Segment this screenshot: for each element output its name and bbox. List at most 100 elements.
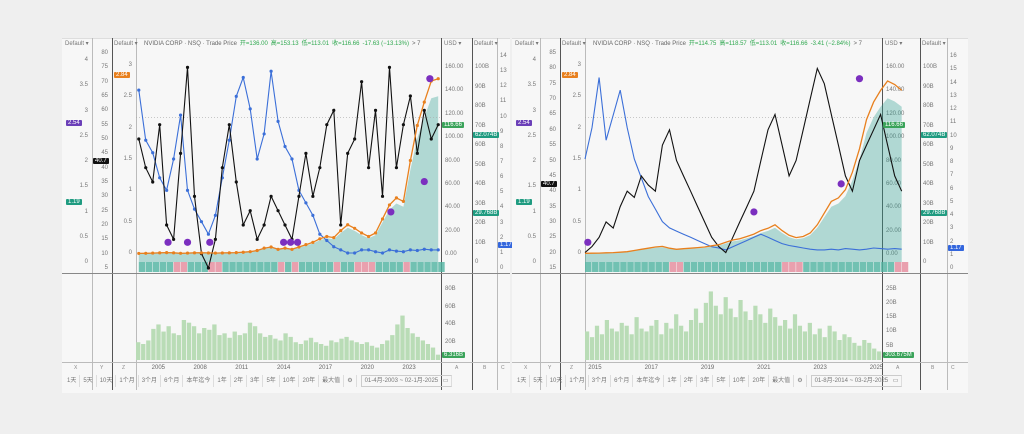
axis-tick-vol: 10B bbox=[475, 239, 486, 246]
axis-tick-ax1: 2 bbox=[532, 158, 536, 164]
range-button[interactable]: 1个月 bbox=[566, 375, 589, 387]
range-button[interactable]: 1天 bbox=[64, 375, 81, 387]
price-badge-ax2: 40.7 bbox=[93, 157, 109, 164]
chart-legend: NVIDIA CORP · NSQ · Trade Price 开=114.75 高… bbox=[593, 41, 876, 48]
range-button[interactable]: 本年迄今 bbox=[633, 375, 665, 387]
legend-more[interactable]: > 7 bbox=[853, 41, 862, 47]
axis-scale-toggle[interactable]: A bbox=[896, 365, 900, 371]
axis-divider bbox=[947, 38, 948, 390]
axis-tick-ax7: 7 bbox=[950, 172, 954, 179]
price-badge-ax3: 2.84 bbox=[562, 72, 578, 79]
axis-scale-toggle[interactable]: B bbox=[931, 365, 935, 371]
range-button[interactable]: 1年 bbox=[214, 375, 231, 387]
axis-scale-toggle[interactable]: Y bbox=[100, 365, 104, 371]
range-button[interactable]: 最大值 bbox=[769, 375, 795, 387]
settings-gear-icon[interactable]: ⚙ bbox=[344, 375, 357, 387]
date-range-picker[interactable]: 01-8月-2014 ~ 03-2月-2025 ▭ bbox=[810, 375, 903, 387]
axis-divider bbox=[882, 38, 883, 390]
axis-tick-usd: 120.00 bbox=[445, 110, 464, 117]
axis-scale-toggle[interactable]: B bbox=[483, 365, 487, 371]
pane-divider[interactable] bbox=[512, 273, 968, 274]
axis-tick-usd: 140.00 bbox=[445, 87, 464, 94]
axis-tick-usd: 40.00 bbox=[445, 204, 461, 211]
range-button[interactable]: 10年 bbox=[730, 375, 750, 387]
range-button[interactable]: 10天 bbox=[97, 375, 117, 387]
range-button[interactable]: 1年 bbox=[664, 375, 681, 387]
range-button[interactable]: 3年 bbox=[697, 375, 714, 387]
axis-tick-ax2: 65 bbox=[549, 111, 556, 118]
range-button[interactable]: 5天 bbox=[530, 375, 547, 387]
axis-scale-toggle[interactable]: C bbox=[501, 365, 505, 371]
axis-tick-ax2: 10 bbox=[101, 250, 108, 257]
axis-scale-toggle[interactable]: A bbox=[455, 365, 459, 371]
axis-tick-ax2: 40 bbox=[549, 188, 556, 195]
range-button[interactable]: 20年 bbox=[299, 375, 320, 387]
range-button[interactable]: 5年 bbox=[713, 375, 730, 387]
range-button[interactable]: 10年 bbox=[280, 375, 300, 387]
axis-tick-vol: 80B bbox=[475, 103, 486, 109]
axis-tick-ax1: 0.5 bbox=[527, 233, 536, 240]
axis-tick-vol: 90B bbox=[475, 83, 486, 90]
axis-tick-usd: 60.00 bbox=[445, 180, 461, 187]
range-button[interactable]: 6个月 bbox=[611, 375, 634, 387]
date-range-picker[interactable]: 01-4月-2003 ~ 02-1月-2025 ▭ bbox=[360, 375, 453, 387]
axis-menu-vol[interactable]: Default ▾ bbox=[922, 41, 946, 47]
axis-menu-usd[interactable]: USD ▾ bbox=[444, 41, 462, 47]
range-button[interactable]: 10天 bbox=[547, 375, 567, 387]
axis-menu-ax3[interactable]: Default ▾ bbox=[114, 41, 138, 47]
range-button[interactable]: 本年迄今 bbox=[183, 375, 215, 387]
axis-menu-ax1[interactable]: Default ▾ bbox=[65, 41, 89, 47]
axis-tick-vol: 80B bbox=[923, 103, 934, 109]
axis-divider bbox=[540, 38, 541, 390]
range-button[interactable]: 最大值 bbox=[319, 375, 345, 387]
legend-close: 收=116.66 bbox=[780, 41, 808, 47]
axis-menu-usd[interactable]: USD ▾ bbox=[885, 41, 903, 47]
axis-scale-toggle[interactable]: C bbox=[951, 365, 955, 371]
x-axis-label: 2005 bbox=[151, 365, 166, 371]
axis-tick-ax2: 25 bbox=[101, 207, 108, 214]
legend-more[interactable]: > 7 bbox=[412, 41, 421, 47]
x-axis-label: 2025 bbox=[869, 365, 884, 371]
axis-scale-toggle[interactable]: X bbox=[524, 365, 528, 371]
axis-tick-volpane: 25B bbox=[886, 285, 897, 292]
axis-tick-ax1: 3 bbox=[532, 107, 536, 114]
axis-tick-ax1: 3.5 bbox=[527, 82, 536, 89]
axis-tick-volpane: 20B bbox=[445, 339, 456, 346]
pane-divider[interactable] bbox=[62, 273, 510, 274]
axis-scale-toggle[interactable]: Z bbox=[570, 365, 574, 371]
range-button[interactable]: 1个月 bbox=[116, 375, 139, 387]
range-button[interactable]: 2年 bbox=[231, 375, 248, 387]
range-button[interactable]: 6个月 bbox=[161, 375, 184, 387]
axis-scale-toggle[interactable]: Z bbox=[122, 365, 126, 371]
axis-tick-vol: 60B bbox=[475, 142, 486, 148]
range-button[interactable]: 3年 bbox=[247, 375, 264, 387]
range-button[interactable]: 20年 bbox=[749, 375, 770, 387]
calendar-icon[interactable]: ▭ bbox=[891, 378, 899, 384]
axis-tick-ax2: 55 bbox=[101, 121, 108, 128]
axis-menu-ax3[interactable]: Default ▾ bbox=[562, 41, 586, 47]
range-button[interactable]: 2年 bbox=[681, 375, 698, 387]
range-button[interactable]: 3个月 bbox=[589, 375, 612, 387]
axis-scale-toggle[interactable]: Y bbox=[548, 365, 552, 371]
axis-tick-ax2: 30 bbox=[101, 193, 108, 200]
x-axis-label: 2011 bbox=[235, 365, 249, 371]
range-button[interactable]: 3个月 bbox=[139, 375, 162, 387]
axis-scale-toggle[interactable]: X bbox=[74, 365, 78, 371]
axis-tick-ax7: 13 bbox=[950, 92, 957, 99]
axis-tick-ax2: 70 bbox=[101, 78, 108, 85]
range-button[interactable]: 5天 bbox=[80, 375, 97, 387]
axis-tick-ax1: 0.5 bbox=[79, 233, 88, 240]
axis-tick-ax7: 12 bbox=[500, 83, 507, 90]
calendar-icon[interactable]: ▭ bbox=[441, 378, 449, 384]
range-button[interactable]: 5年 bbox=[263, 375, 280, 387]
settings-gear-icon[interactable]: ⚙ bbox=[794, 375, 807, 387]
axis-tick-ax3: 2 bbox=[128, 124, 132, 131]
axis-menu-ax1[interactable]: Default ▾ bbox=[515, 41, 539, 47]
price-badge-ax1: 2.54 bbox=[516, 120, 532, 127]
axis-tick-ax7: 14 bbox=[950, 79, 957, 86]
axis-tick-ax7: 12 bbox=[950, 106, 957, 112]
axis-menu-vol[interactable]: Default ▾ bbox=[474, 41, 498, 47]
range-button[interactable]: 1天 bbox=[514, 375, 531, 387]
axis-tick-vol: 40B bbox=[475, 181, 486, 187]
axis-tick-ax3: 1.5 bbox=[572, 156, 581, 162]
